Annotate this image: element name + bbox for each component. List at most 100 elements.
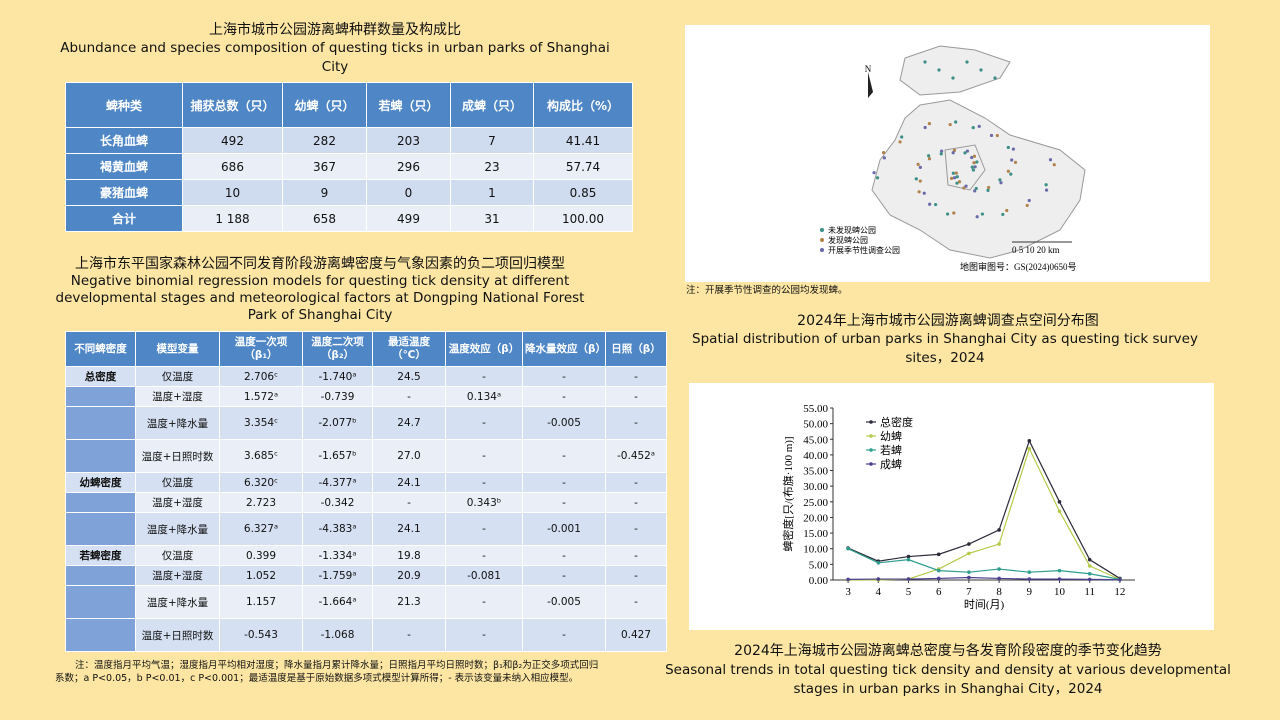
cell: - <box>445 585 523 619</box>
cell: 20.9 <box>372 565 446 586</box>
park-dot <box>916 162 920 166</box>
cell: 0.427 <box>605 618 667 652</box>
map-legend-label: 开展季节性调查公园 <box>828 245 900 255</box>
point <box>1057 509 1062 513</box>
park-dot <box>1006 169 1010 173</box>
header-cell: 蜱种类 <box>65 82 183 128</box>
cell: 31 <box>450 205 534 232</box>
group-cell: 若蜱密度 <box>65 545 136 566</box>
park-dot <box>971 168 976 172</box>
cell: 0.343ᵇ <box>445 492 523 513</box>
park-dot <box>918 165 922 169</box>
park-dot <box>979 68 983 72</box>
group-cell: 幼蜱密度 <box>65 472 136 493</box>
cell: 6.320ᶜ <box>219 472 303 493</box>
table-row: 温度+湿度 1.052 -1.759ᵃ 20.9 -0.081- - <box>65 565 667 586</box>
park-dot <box>872 171 876 175</box>
cell: - <box>522 472 606 493</box>
cell: - <box>445 512 523 546</box>
cell: 3.354ᶜ <box>219 406 303 440</box>
header-cell: 降水量效应（β） <box>522 331 606 367</box>
park-dot <box>965 149 970 153</box>
cell: 57.74 <box>533 153 633 180</box>
park-dot <box>957 180 962 184</box>
cell: -4.377ᵃ <box>302 472 373 493</box>
x-tick-label: 3 <box>845 586 851 598</box>
chart-subtitle: Seasonal trends in total questing tick d… <box>665 662 1231 697</box>
park-dot <box>965 60 969 64</box>
park-dot <box>980 212 984 216</box>
park-dot <box>970 165 974 169</box>
point <box>1057 500 1062 504</box>
cell: -1.334ᵃ <box>302 545 373 566</box>
point <box>967 542 971 546</box>
point <box>997 567 1001 571</box>
x-tick-label: 10 <box>1054 586 1066 598</box>
cell: 10 <box>182 179 283 206</box>
park-dot <box>1052 163 1056 167</box>
cell: 1 <box>450 179 534 206</box>
group-cell-empty <box>65 618 136 652</box>
x-tick-label: 8 <box>996 586 1002 598</box>
cell: - <box>605 585 667 619</box>
cell: -1.657ᵇ <box>302 439 373 473</box>
park-dot <box>939 152 943 156</box>
cell: 6.327ᵃ <box>219 512 303 546</box>
cell: 24.5 <box>372 366 446 387</box>
x-tick-label: 7 <box>966 586 972 598</box>
point <box>1027 446 1032 451</box>
park-dot <box>970 155 974 160</box>
cell: 温度+湿度 <box>135 386 220 407</box>
cell: -0.739 <box>302 386 373 407</box>
cell: -0.005 <box>522 406 606 440</box>
cell: 温度+降水量 <box>135 512 220 546</box>
cell: 温度+湿度 <box>135 492 220 513</box>
group-cell-empty <box>65 492 136 513</box>
cell: 0.85 <box>533 179 633 206</box>
park-dot <box>917 190 921 194</box>
header-cell: 最适温度（℃） <box>372 331 446 367</box>
park-dot <box>987 185 991 190</box>
table-row: 温度+湿度 1.572ᵃ -0.739-0.134ᵃ - - <box>65 386 667 407</box>
cell: 温度+日照时数 <box>135 618 220 652</box>
header-cell: 模型变量 <box>135 331 220 367</box>
cell: 686 <box>182 153 283 180</box>
y-tick-label: 45.00 <box>803 434 828 446</box>
point <box>967 575 971 580</box>
x-axis-title: 时间(月) <box>964 598 1005 611</box>
cell: 24.1 <box>372 512 446 546</box>
map-legend-dot <box>820 228 824 232</box>
point <box>967 551 971 556</box>
park-dot <box>999 181 1003 185</box>
table-row: 温度+降水量 1.157 -1.664ᵃ 21.3- -0.005- <box>65 585 667 619</box>
cell: 282 <box>282 127 367 154</box>
park-dot <box>1011 147 1016 151</box>
park-dot <box>975 160 979 164</box>
table-row: 褐黄血蜱 686 367 296 23 57.74 <box>65 153 633 180</box>
park-dot <box>952 211 956 215</box>
cell: -2.077ᵇ <box>302 406 373 440</box>
park-dot <box>927 154 931 158</box>
point <box>876 561 881 565</box>
table-row: 合计 1 188 658 499 31 100.00 <box>65 205 633 232</box>
header-cell: 温度二次项（β₂） <box>302 331 373 367</box>
cell: 温度+湿度 <box>135 565 220 586</box>
x-tick-label: 4 <box>876 586 882 598</box>
cell: 温度+降水量 <box>135 406 220 440</box>
park-dot <box>972 154 977 158</box>
cell: - <box>522 386 606 407</box>
cell: -1.759ᵃ <box>302 565 373 586</box>
park-dot <box>875 176 880 180</box>
park-dot <box>881 150 886 155</box>
point <box>1057 577 1062 581</box>
cell: -0.543 <box>219 618 303 652</box>
cell: - <box>522 618 606 652</box>
header-cell: 不同蜱密度 <box>65 331 136 367</box>
cell: 9 <box>282 179 367 206</box>
table-row: 温度+日照时数 3.685ᶜ -1.657ᵇ 27.0- - -0.452ᵃ <box>65 439 667 473</box>
park-dot <box>972 161 976 165</box>
cell: - <box>522 439 606 473</box>
park-dot <box>923 125 927 130</box>
header-row: 不同蜱密度 模型变量 温度一次项（β₁） 温度二次项（β₂） 最适温度（℃） 温度效应（β… <box>65 331 667 367</box>
table-row: 豪猪血蜱 10 9 0 1 0.85 <box>65 179 633 206</box>
